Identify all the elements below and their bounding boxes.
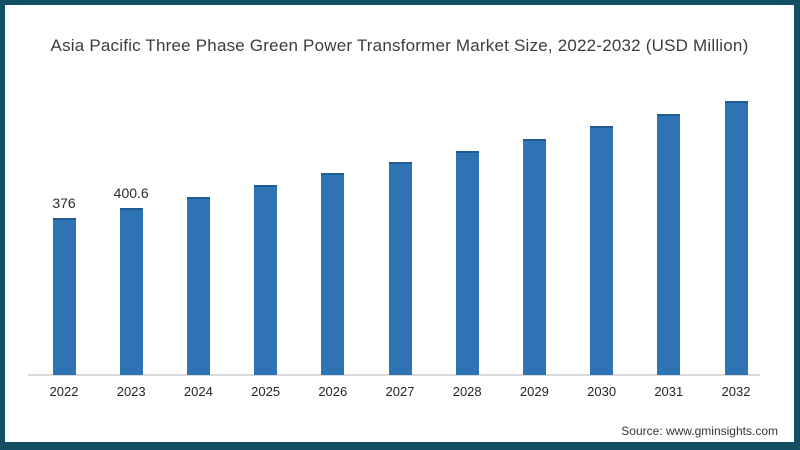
x-tick-2026: 2026 xyxy=(318,384,348,399)
x-tick-2030: 2030 xyxy=(587,384,617,399)
x-tick-2023: 2023 xyxy=(116,384,146,399)
x-tick-2022: 2022 xyxy=(49,384,79,399)
x-tick-2032: 2032 xyxy=(721,384,751,399)
bar-2025 xyxy=(254,185,278,375)
chart-title: Asia Pacific Three Phase Green Power Tra… xyxy=(50,36,749,55)
bar-2024 xyxy=(186,197,210,375)
x-axis-line xyxy=(28,374,760,376)
bar-2026 xyxy=(321,173,345,375)
bar-2022 xyxy=(52,218,76,375)
source-attribution: Source: www.gminsights.com xyxy=(621,424,778,438)
x-tick-2028: 2028 xyxy=(452,384,482,399)
bar-value-label-2022: 376 xyxy=(52,195,76,211)
x-tick-2027: 2027 xyxy=(385,384,415,399)
bar-2030 xyxy=(590,126,614,375)
bar-2031 xyxy=(657,114,681,375)
chart-inner: Asia Pacific Three Phase Green Power Tra… xyxy=(5,5,794,442)
bar-2028 xyxy=(455,151,479,375)
bar-2023 xyxy=(119,208,143,375)
plot-area: 376 2022 400.6 2023 2024 2025 2026 2027 2028 2029… xyxy=(5,5,794,442)
bar-value-label-2023: 400.6 xyxy=(113,185,149,201)
x-tick-2031: 2031 xyxy=(654,384,684,399)
x-tick-2025: 2025 xyxy=(251,384,281,399)
x-tick-2024: 2024 xyxy=(183,384,213,399)
bar-2029 xyxy=(522,139,546,375)
bar-2032 xyxy=(724,101,748,375)
x-tick-2029: 2029 xyxy=(519,384,549,399)
bar-2027 xyxy=(388,162,412,375)
